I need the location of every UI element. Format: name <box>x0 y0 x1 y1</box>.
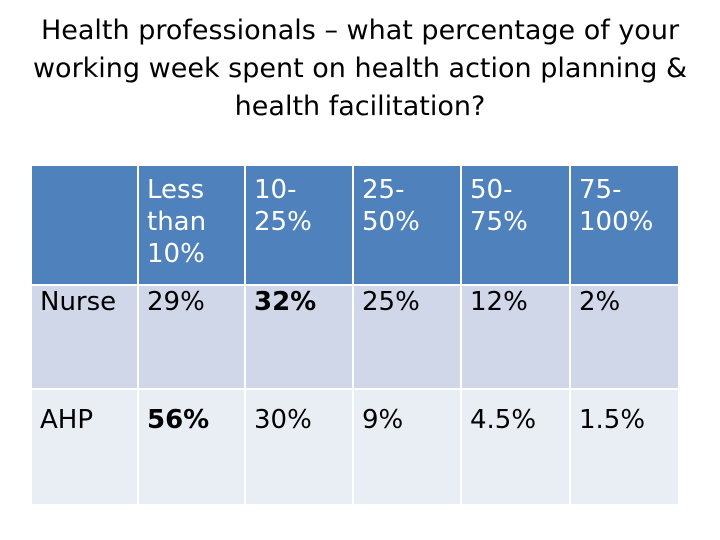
table-header-row: Less than 10% 10- 25% 25- 50% 50- 75% 75… <box>30 164 680 286</box>
row-label-ahp: AHP <box>30 388 139 506</box>
header-cell-10-25: 10- 25% <box>244 164 354 286</box>
header-cell-25-50: 25- 50% <box>352 164 462 286</box>
table-cell: 30% <box>244 388 354 506</box>
table-cell: 25% <box>352 284 462 390</box>
table-cell: 1.5% <box>569 388 680 506</box>
table-cell: 56% <box>137 388 246 506</box>
table-cell: 12% <box>460 284 571 390</box>
data-table: Less than 10% 10- 25% 25- 50% 50- 75% 75… <box>30 164 680 506</box>
table-row-nurse: Nurse 29% 32% 25% 12% 2% <box>30 284 680 390</box>
table-cell: 29% <box>137 284 246 390</box>
header-cell-50-75: 50- 75% <box>460 164 571 286</box>
header-corner-cell <box>30 164 139 286</box>
table-cell: 9% <box>352 388 462 506</box>
row-label-nurse: Nurse <box>30 284 139 390</box>
table-cell: 2% <box>569 284 680 390</box>
table-cell: 4.5% <box>460 388 571 506</box>
slide-title: Health professionals – what percentage o… <box>32 15 688 122</box>
header-cell-75-100: 75- 100% <box>569 164 680 286</box>
table-cell: 32% <box>244 284 354 390</box>
header-cell-less-than-10: Less than 10% <box>137 164 246 286</box>
table-row-ahp: AHP 56% 30% 9% 4.5% 1.5% <box>30 388 680 506</box>
